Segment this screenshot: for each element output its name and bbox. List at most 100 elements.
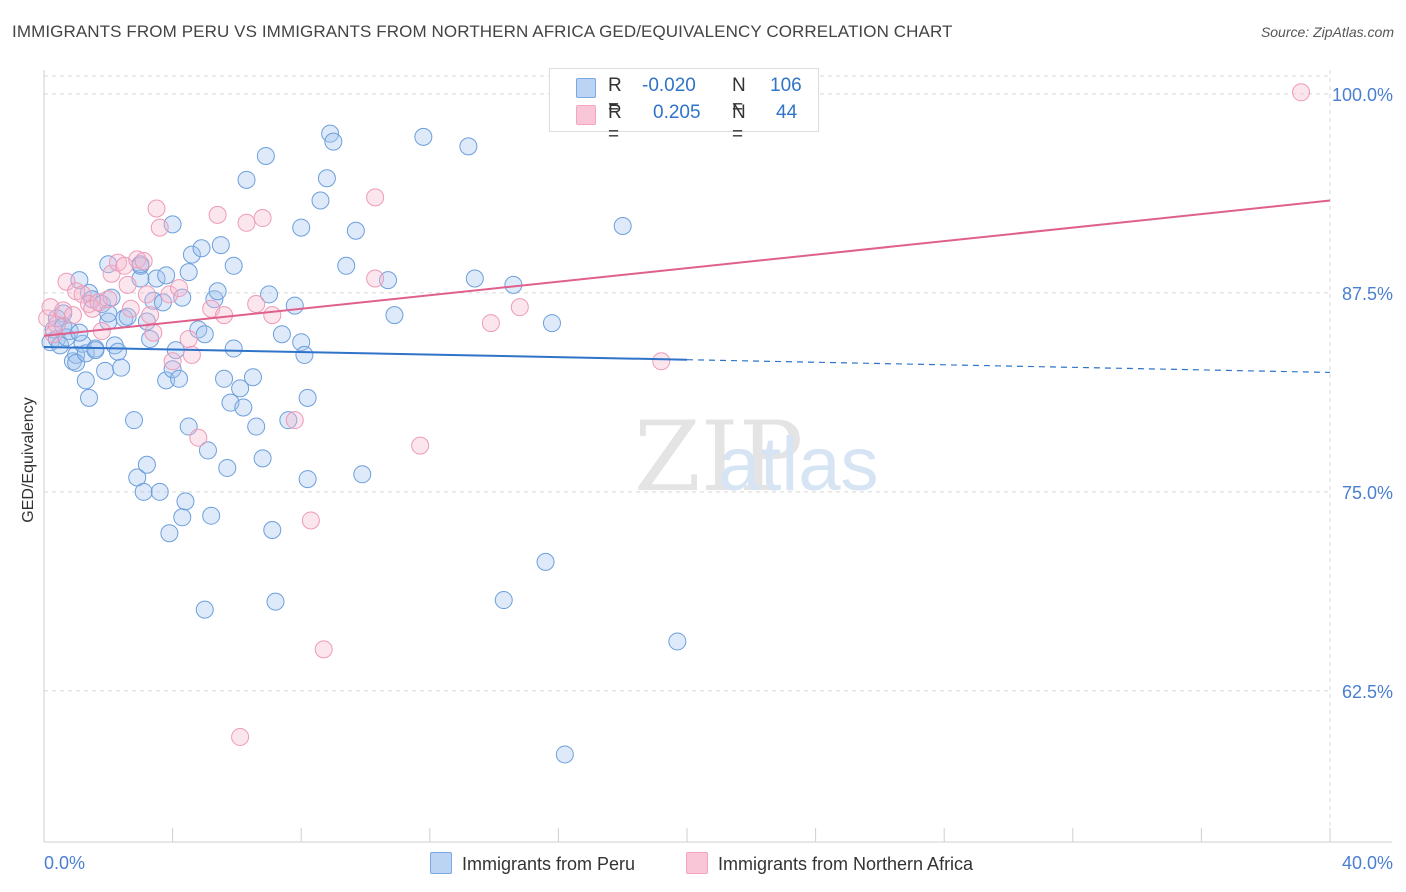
point-peru [613, 216, 632, 235]
point-peru [379, 271, 398, 290]
legend-n-label: N = [732, 102, 746, 145]
point-northern-africa [411, 436, 430, 455]
point-peru [465, 269, 484, 288]
point-peru [137, 455, 156, 474]
point-peru [218, 458, 237, 477]
point-northern-africa [137, 285, 156, 304]
point-peru [234, 398, 253, 417]
point-northern-africa [652, 352, 671, 371]
data-points [38, 83, 1311, 764]
trend-line-northern-africa [43, 199, 1331, 337]
point-peru [134, 482, 153, 501]
y-tick-label: 87.5% [1342, 284, 1393, 304]
point-peru [555, 745, 574, 764]
point-peru [86, 341, 105, 360]
point-northern-africa [141, 306, 160, 325]
bottom-legend-northern-africa: Immigrants from Northern Africa [686, 852, 973, 875]
point-peru [76, 371, 95, 390]
point-peru [182, 245, 201, 264]
legend-swatch-peru [576, 78, 596, 98]
point-peru [311, 191, 330, 210]
point-peru [494, 591, 513, 610]
point-peru [112, 358, 131, 377]
point-peru [414, 127, 433, 146]
point-northern-africa [366, 269, 385, 288]
point-northern-africa [160, 285, 179, 304]
bottom-swatch-northern-africa [686, 852, 708, 874]
point-northern-africa [128, 250, 147, 269]
source-label: Source: ZipAtlas.com [1260, 24, 1394, 40]
point-peru [266, 592, 285, 611]
trend-lines [43, 199, 1331, 374]
point-northern-africa [481, 314, 500, 333]
point-peru [346, 221, 365, 240]
point-peru [173, 508, 192, 527]
point-northern-africa [247, 294, 266, 313]
point-northern-africa [73, 285, 92, 304]
point-northern-africa [121, 299, 140, 318]
point-peru [211, 236, 230, 255]
point-northern-africa [237, 213, 256, 232]
point-northern-africa [189, 428, 208, 447]
point-northern-africa [301, 511, 320, 530]
legend-r-label: R = [608, 75, 622, 118]
point-peru [76, 344, 95, 363]
point-peru [170, 369, 189, 388]
point-northern-africa [215, 306, 234, 325]
point-peru [176, 492, 195, 511]
watermark-atlas: atlas [718, 422, 879, 507]
point-northern-africa [63, 306, 82, 325]
point-peru [295, 345, 314, 364]
point-peru [108, 342, 127, 361]
point-northern-africa [57, 272, 76, 291]
point-northern-africa [253, 209, 272, 228]
point-peru [67, 353, 86, 372]
point-peru [385, 306, 404, 325]
correlation-legend: R = -0.020 N = 106 R = 0.205 N = 44 [549, 68, 819, 145]
point-peru [147, 269, 166, 288]
point-peru [70, 271, 89, 290]
point-peru [260, 285, 279, 304]
point-peru [224, 339, 243, 358]
point-peru [247, 417, 266, 436]
point-peru [253, 449, 272, 468]
x-tick-label-max: 40.0% [1342, 853, 1393, 873]
point-peru [179, 263, 198, 282]
legend-n-label: N = [732, 75, 746, 118]
bottom-legend-label-peru: Immigrants from Peru [462, 854, 636, 874]
y-tick-label: 100.0% [1332, 85, 1393, 105]
point-peru [192, 239, 211, 258]
point-peru [263, 521, 282, 540]
point-peru [668, 632, 687, 651]
point-peru [157, 266, 176, 285]
watermark: ZIP atlas [634, 401, 879, 513]
point-peru [337, 256, 356, 275]
watermark-zip: ZIP [634, 401, 803, 513]
bottom-legend-label-northern-africa: Immigrants from Northern Africa [718, 854, 974, 874]
point-peru [195, 325, 214, 344]
point-peru [243, 368, 262, 387]
y-tick-label: 62.5% [1342, 682, 1393, 702]
tick-labels: 62.5% 75.0% 87.5% 100.0% 0.0% 40.0% [44, 85, 1393, 873]
point-northern-africa [314, 640, 333, 659]
point-peru [298, 388, 317, 407]
point-northern-africa [208, 205, 227, 224]
point-peru [198, 441, 217, 460]
point-peru [542, 314, 561, 333]
point-peru [237, 170, 256, 189]
point-northern-africa [144, 323, 163, 342]
point-northern-africa [83, 299, 102, 318]
point-northern-africa [366, 188, 385, 207]
point-northern-africa [134, 252, 153, 271]
point-peru [96, 361, 115, 380]
point-northern-africa [231, 727, 250, 746]
point-peru [324, 132, 343, 151]
point-peru [150, 482, 169, 501]
point-northern-africa [54, 301, 73, 320]
point-peru [285, 296, 304, 315]
point-northern-africa [263, 306, 282, 325]
point-peru [80, 388, 99, 407]
point-peru [272, 325, 291, 344]
point-northern-africa [1292, 83, 1311, 102]
